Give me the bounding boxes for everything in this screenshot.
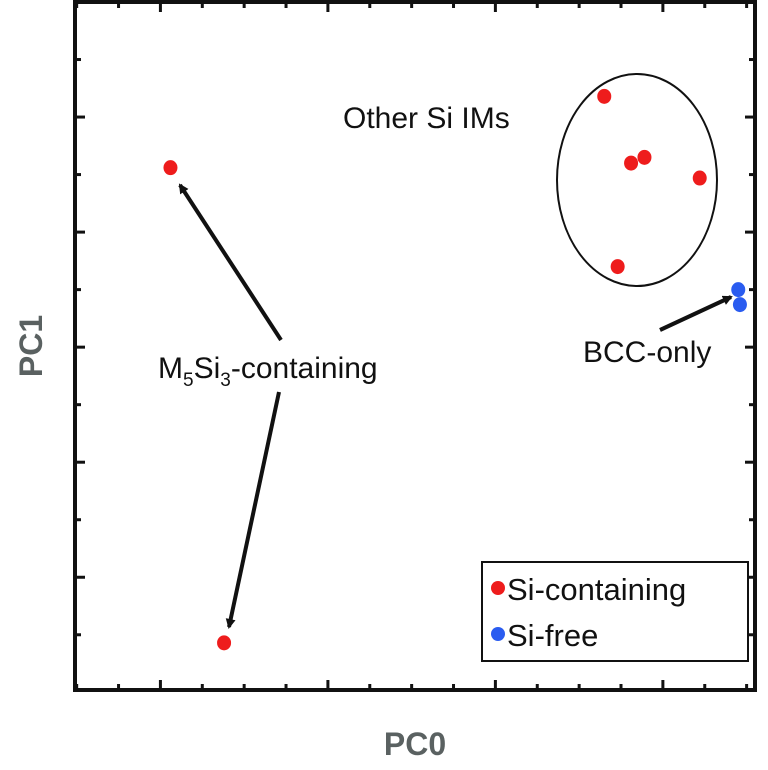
cluster-ellipse bbox=[556, 73, 718, 287]
bcc-label: BCC-only bbox=[583, 336, 711, 369]
legend-label-si-containing: Si-containing bbox=[507, 572, 686, 607]
point-si-containing bbox=[610, 259, 625, 275]
point-si-containing bbox=[692, 170, 707, 186]
x-axis-label: PC0 bbox=[384, 726, 446, 762]
point-si-free bbox=[732, 297, 747, 313]
arrow-to-upper-m5si3 bbox=[178, 183, 283, 342]
data-points bbox=[163, 88, 747, 651]
legend: Si-containing Si-free bbox=[481, 561, 749, 662]
point-si-free bbox=[731, 282, 746, 298]
point-si-containing bbox=[624, 155, 639, 171]
m5si3-label: M5Si3-containing bbox=[158, 352, 378, 391]
point-si-containing bbox=[597, 88, 612, 104]
y-axis-label: PC1 bbox=[13, 315, 49, 377]
arrow-to-bcc bbox=[659, 295, 733, 332]
legend-label-si-free: Si-free bbox=[507, 618, 598, 653]
arrow-to-lower-m5si3 bbox=[225, 391, 281, 629]
legend-box bbox=[481, 561, 749, 662]
point-si-containing bbox=[163, 160, 178, 176]
cluster-label: Other Si IMs bbox=[343, 102, 510, 135]
point-si-containing bbox=[637, 149, 652, 165]
point-si-containing bbox=[217, 635, 232, 651]
legend-marker-si-containing bbox=[491, 581, 505, 595]
legend-marker-si-free bbox=[491, 627, 505, 641]
plot-frame bbox=[73, 0, 757, 692]
